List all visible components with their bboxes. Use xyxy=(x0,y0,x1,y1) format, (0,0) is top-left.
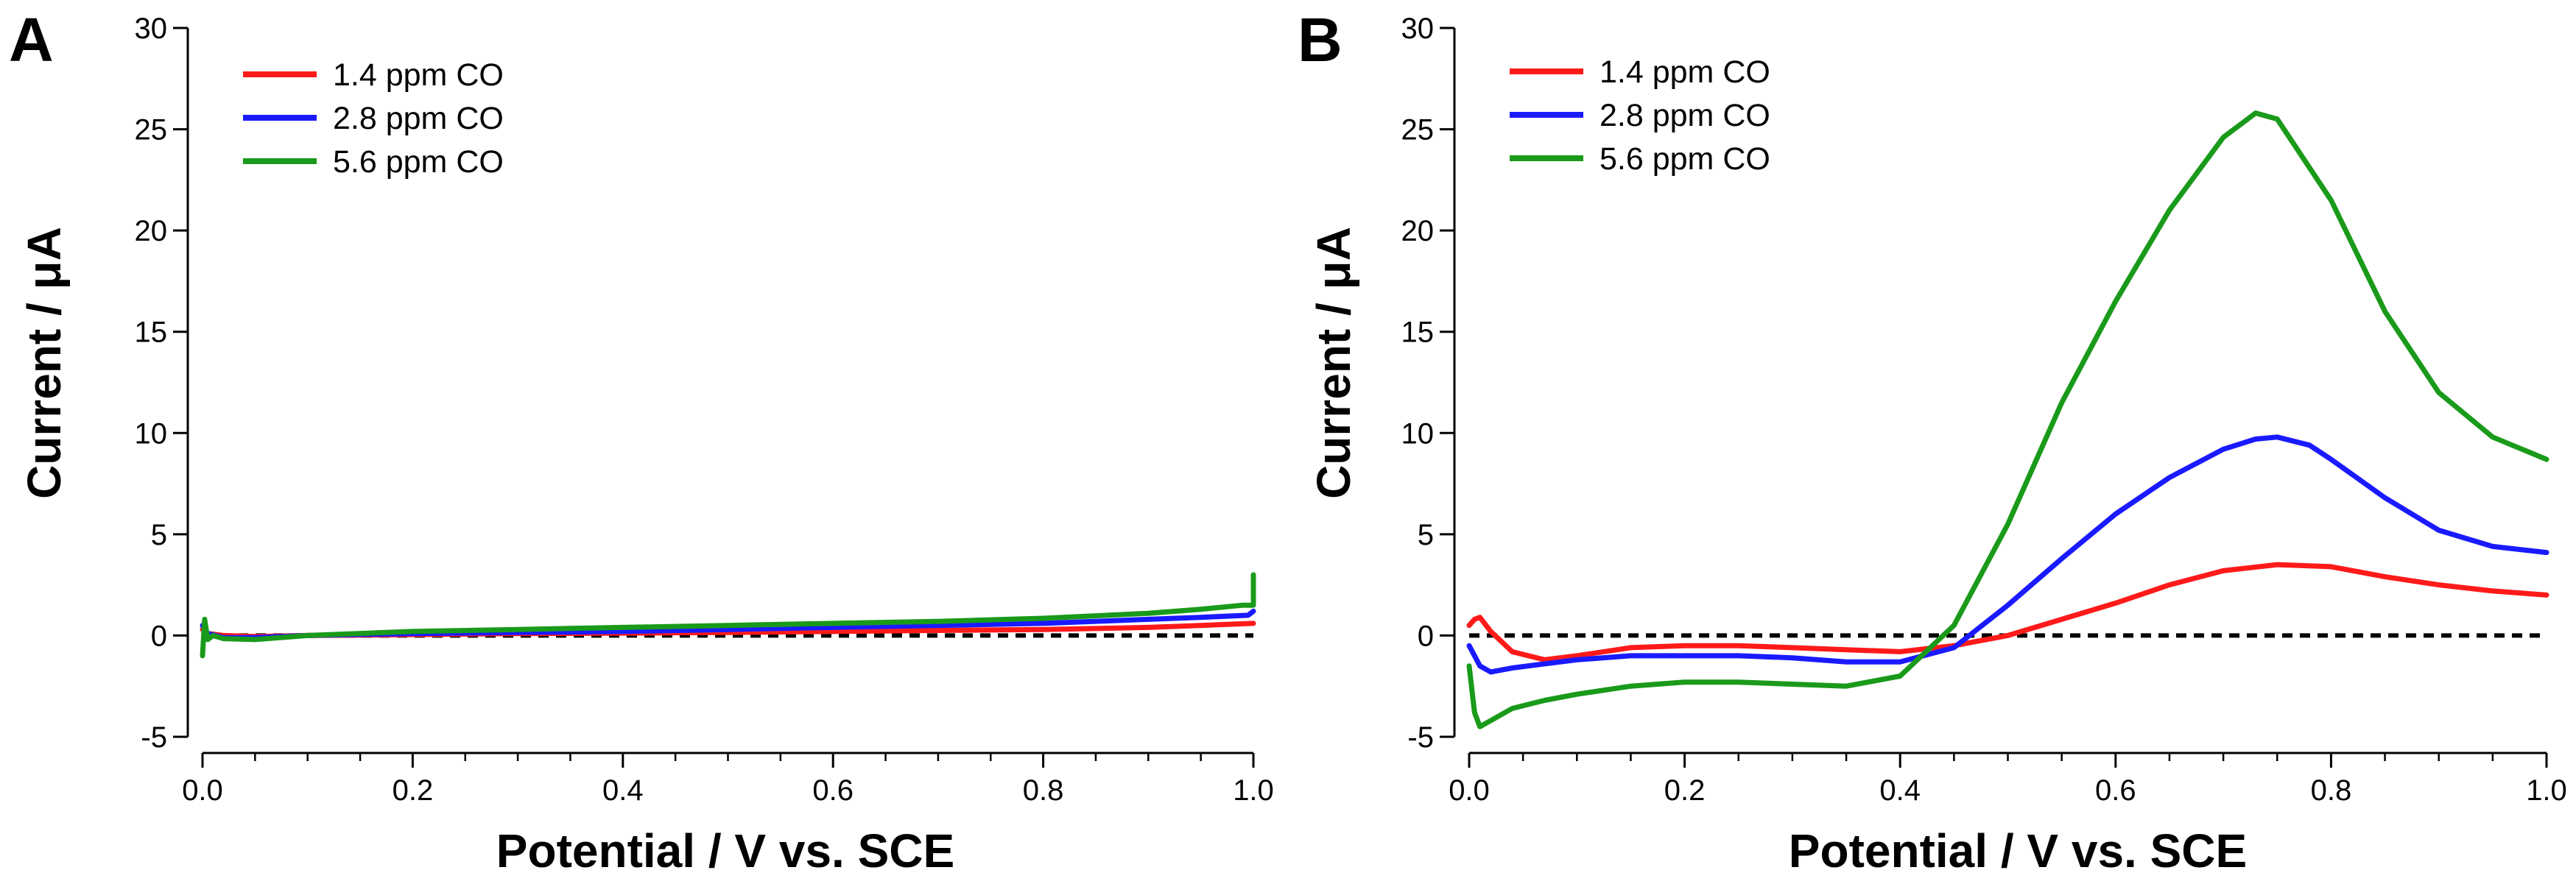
panel-b-x-tick-label: 1.0 xyxy=(2526,774,2567,807)
panel-b-x-tick-label: 0.6 xyxy=(2095,774,2136,807)
panel-a-x-tick-label: 0.4 xyxy=(602,774,644,807)
panel-b-y-axis-title: Current / μA xyxy=(1307,227,1360,499)
panel-b-y-tick-label: 5 xyxy=(1418,519,1434,551)
panel-a-y-tick-label: 25 xyxy=(135,114,168,146)
panel-a-x-tick-label: 1.0 xyxy=(1233,774,1274,807)
panel-a-x-tick-label: 0.8 xyxy=(1023,774,1064,807)
panel-b-series-line-1 xyxy=(1466,562,2549,662)
panel-a-y-tick-label: 30 xyxy=(135,13,168,45)
panel-a-axes: -5 0 5 10 15 20 25 30 0.0 0.2 0.4 0.6 0.8 1.0 xyxy=(135,13,1274,807)
panel-b-y-tick-label: 0 xyxy=(1418,620,1434,652)
panel-b-x-tick-label: 0.8 xyxy=(2311,774,2352,807)
panel-b-y-tick-label: 20 xyxy=(1401,215,1435,247)
panel-a-label: A xyxy=(9,5,54,74)
panel-b-x-tick-label: 0.4 xyxy=(1879,774,1921,807)
panel-b-series-line-3 xyxy=(1466,110,2549,729)
panel-b-y-tick-label: 30 xyxy=(1401,13,1435,45)
panel-b-y-tick-label: 10 xyxy=(1401,417,1435,450)
panel-a-y-axis-title: Current / μA xyxy=(18,227,71,499)
panel-b-legend-label-2: 2.8 ppm CO xyxy=(1600,98,1770,133)
panel-a-y-tick-label: 0 xyxy=(151,620,167,652)
panel-b-x-axis-title: Potential / V vs. SCE xyxy=(1789,824,2247,877)
panel-a-legend-label-3: 5.6 ppm CO xyxy=(333,144,504,180)
panel-b-y-tick-label: 25 xyxy=(1401,114,1435,146)
panel-a-x-tick-label: 0.6 xyxy=(812,774,854,807)
panel-b-series-layer xyxy=(1466,110,2549,729)
panel-b-label: B xyxy=(1298,5,1342,74)
panel-b-x-tick-label: 0.2 xyxy=(1664,774,1706,807)
panel-b-y-tick-label: -5 xyxy=(1407,721,1434,754)
panel-b-y-tick-label: 15 xyxy=(1401,317,1435,349)
panel-a-x-tick-label: 0.0 xyxy=(182,774,223,807)
panel-a-x-axis-title: Potential / V vs. SCE xyxy=(496,824,954,877)
panel-a-series-line-3 xyxy=(200,572,1256,659)
panel-b-axes: -5 0 5 10 15 20 25 30 0.0 0.2 0.4 0.6 0.8 1.0 xyxy=(1401,13,2567,807)
panel-b-legend: 1.4 ppm CO 2.8 ppm CO 5.6 ppm CO xyxy=(1510,54,1770,177)
panel-b-series-line-2 xyxy=(1466,434,2549,675)
panel-a-x-tick-label: 0.2 xyxy=(393,774,434,807)
panel-a-legend: 1.4 ppm CO 2.8 ppm CO 5.6 ppm CO xyxy=(243,57,504,180)
panel-a-series-layer xyxy=(200,572,1256,659)
panel-b-legend-label-1: 1.4 ppm CO xyxy=(1600,54,1770,90)
panel-a-y-tick-label: 10 xyxy=(135,417,168,450)
panel-b: B Current / μA Potential / V vs. SCE -5 0… xyxy=(1298,5,2567,877)
panel-b-x-tick-label: 0.0 xyxy=(1449,774,1490,807)
panel-a-y-tick-label: 5 xyxy=(151,519,167,551)
panel-a-legend-label-1: 1.4 ppm CO xyxy=(333,57,504,93)
panel-a-legend-label-2: 2.8 ppm CO xyxy=(333,101,504,136)
panel-a: A Current / μA Potential / V vs. SCE -5 0… xyxy=(9,5,1274,877)
panel-b-legend-label-3: 5.6 ppm CO xyxy=(1600,141,1770,177)
panel-a-y-tick-label: 20 xyxy=(135,215,168,247)
panel-a-y-tick-label: -5 xyxy=(141,721,167,754)
panel-a-y-tick-label: 15 xyxy=(135,317,168,349)
